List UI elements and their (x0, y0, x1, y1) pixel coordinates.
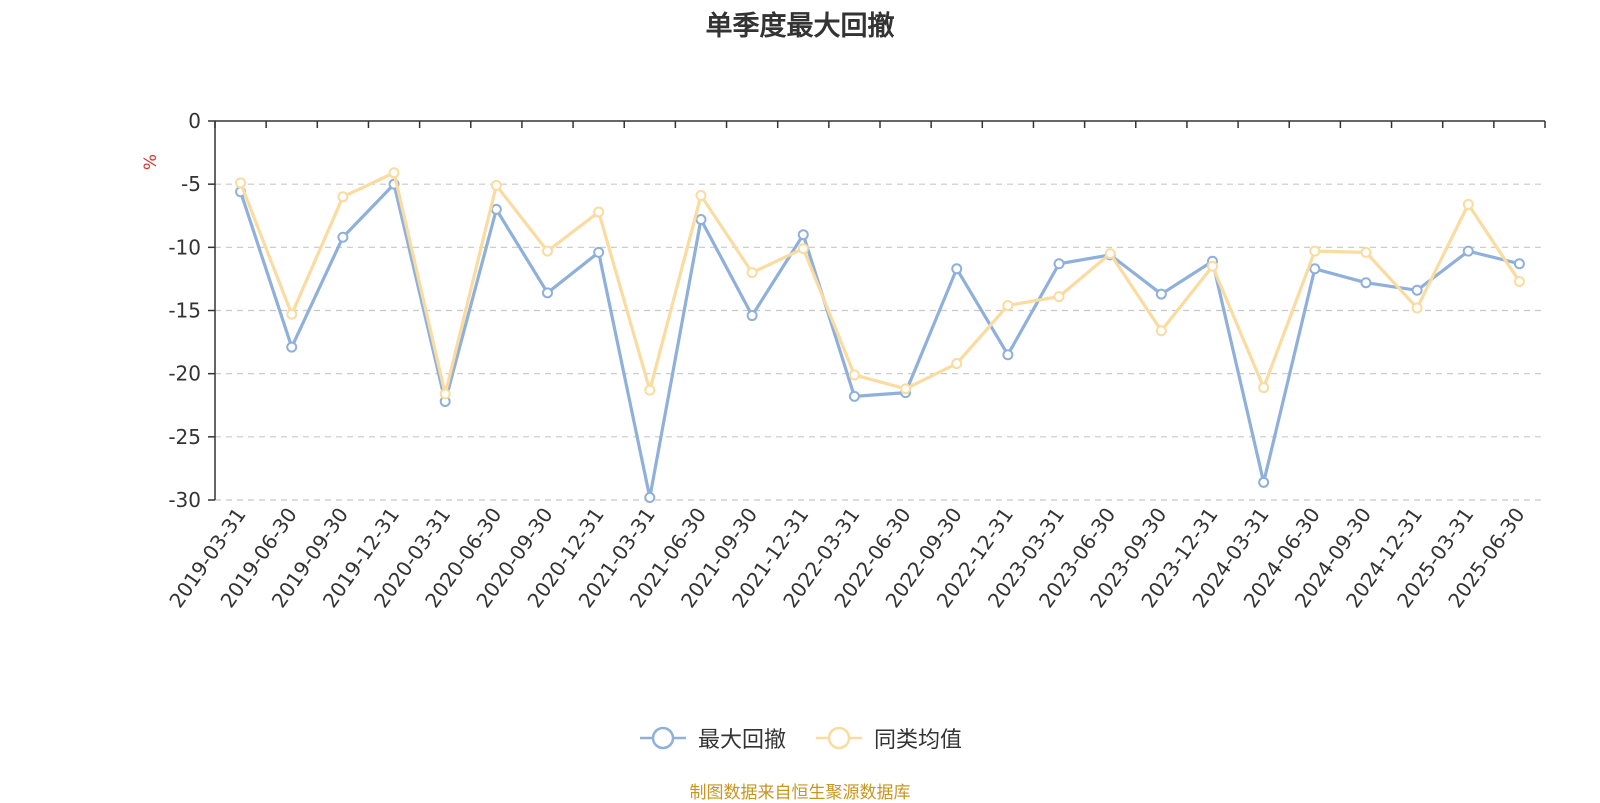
y-tick-label: -15 (168, 299, 201, 323)
data-point (1462, 198, 1474, 210)
data-point (900, 383, 912, 395)
legend: 最大回撤 同类均值 (0, 722, 1600, 754)
chart-title: 单季度最大回撤 (705, 11, 895, 42)
data-point (1002, 299, 1014, 311)
data-point (797, 229, 809, 241)
data-point (286, 341, 298, 353)
y-tick-label: 0 (188, 109, 201, 133)
data-point (1360, 246, 1372, 258)
data-point (1462, 245, 1474, 257)
legend-item-max-drawdown[interactable]: 最大回撤 (638, 722, 786, 754)
data-point (490, 203, 502, 215)
data-point (1258, 476, 1270, 488)
data-point (1411, 302, 1423, 314)
data-point (746, 267, 758, 279)
y-tick-label: -10 (168, 235, 201, 259)
data-point (542, 287, 553, 299)
grid-layer (215, 183, 1545, 501)
data-source-note: 制图数据来自恒生聚源数据库 (689, 783, 911, 803)
y-tick-label: -30 (168, 488, 201, 512)
data-point (644, 384, 656, 396)
series-layer (235, 167, 1525, 503)
legend-label-peer-average: 同类均值 (874, 728, 963, 753)
data-point (695, 190, 707, 202)
data-point (388, 167, 400, 179)
data-point (951, 263, 963, 275)
data-point (286, 308, 298, 320)
y-tick-label: -25 (168, 425, 201, 449)
legend-item-peer-average[interactable]: 同类均值 (814, 722, 962, 754)
data-point (1053, 258, 1065, 270)
data-point (1207, 260, 1218, 272)
series-0 (235, 178, 1525, 503)
data-point (337, 191, 349, 203)
data-point (593, 206, 605, 218)
legend-label-max-drawdown: 最大回撤 (697, 728, 786, 753)
data-point (593, 246, 605, 258)
data-point (797, 243, 809, 255)
data-point (644, 491, 656, 503)
data-point (746, 310, 758, 322)
data-point (439, 388, 451, 400)
legend-circle-icon (639, 726, 686, 750)
y-tick-label: -5 (181, 172, 201, 196)
y-tick-label: -20 (168, 362, 201, 386)
data-point (848, 390, 860, 402)
series-line (239, 171, 1521, 396)
series-1 (235, 167, 1525, 400)
data-point (1360, 277, 1372, 289)
data-point (1411, 284, 1423, 296)
data-point (1155, 325, 1167, 337)
data-point (1309, 245, 1321, 257)
data-point (542, 245, 553, 257)
y-axis-unit-label: % (141, 154, 161, 170)
data-point (337, 231, 349, 243)
data-point (1513, 258, 1525, 270)
data-point (1104, 248, 1116, 260)
data-point (951, 358, 963, 370)
data-point (1309, 263, 1321, 275)
data-point (848, 369, 860, 381)
data-point (1155, 288, 1167, 300)
data-point (1513, 275, 1525, 287)
data-point (695, 214, 707, 226)
data-point (490, 179, 502, 191)
data-point (1258, 382, 1270, 394)
data-point (235, 177, 247, 189)
data-point (1002, 349, 1014, 361)
legend-circle-icon (816, 726, 862, 750)
data-point (1053, 291, 1065, 303)
series-line (239, 182, 1520, 500)
